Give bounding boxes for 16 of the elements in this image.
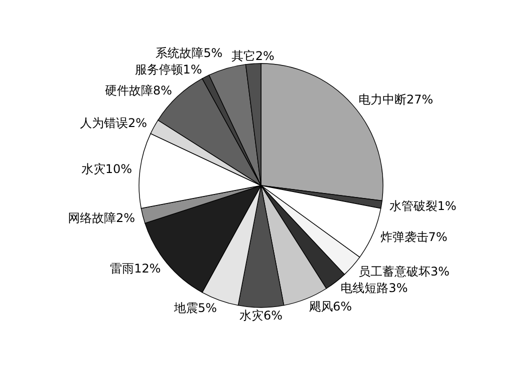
slice-label: 水管破裂1% bbox=[389, 198, 456, 213]
slice-label: 雷雨12% bbox=[110, 261, 161, 276]
slice-label: 水灾6% bbox=[239, 308, 283, 322]
slice-label: 人为错误2% bbox=[80, 116, 148, 130]
slice-label: 电线短路3% bbox=[340, 281, 408, 296]
slice-label: 其它2% bbox=[231, 48, 274, 63]
slice-label: 地震5% bbox=[172, 300, 217, 315]
slice-label: 炸弹袭击7% bbox=[380, 230, 448, 244]
slice-label: 电力中断27% bbox=[358, 92, 434, 107]
slice-label: 服务停顿1% bbox=[134, 62, 202, 77]
slice-label: 飓风6% bbox=[308, 299, 352, 314]
slice-label: 网络故障2% bbox=[68, 210, 136, 225]
slice-label: 硬件故障8% bbox=[104, 84, 172, 98]
slice-label: 系统故障5% bbox=[155, 46, 222, 60]
slice-label: 员工蓄意破坏3% bbox=[358, 264, 450, 278]
slice-label: 水灾10% bbox=[81, 162, 132, 176]
